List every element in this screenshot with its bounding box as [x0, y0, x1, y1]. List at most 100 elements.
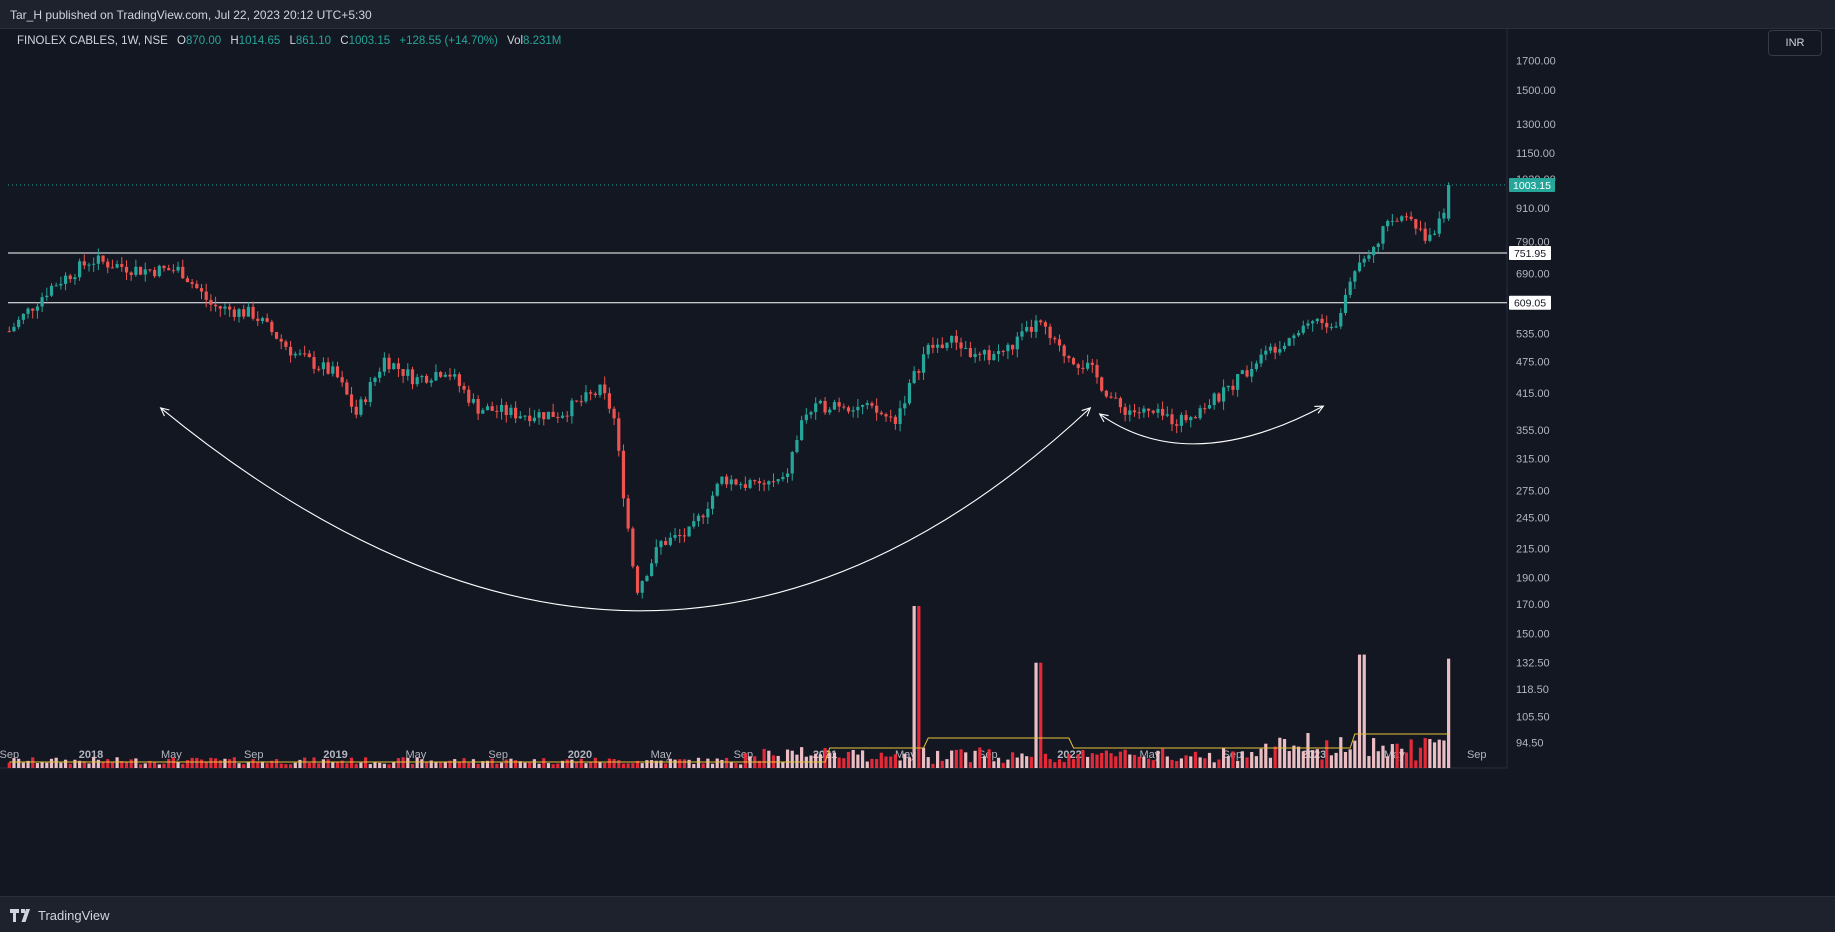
candle-body: [734, 479, 738, 485]
volume-bar: [1278, 737, 1282, 768]
candle-body: [190, 282, 194, 284]
volume-bar: [687, 759, 691, 768]
candle-body: [204, 291, 208, 300]
candle-body: [1100, 377, 1104, 391]
candle-body: [410, 369, 415, 385]
candle-body: [1071, 358, 1076, 365]
candle-body: [63, 275, 68, 284]
candle-body: [382, 357, 386, 372]
candle-body: [59, 283, 63, 286]
volume-bar: [537, 763, 541, 768]
volume-bar: [1282, 739, 1287, 768]
volume-bar: [1179, 758, 1183, 768]
candle-body: [1184, 414, 1188, 421]
time-tick-label: Sep: [488, 749, 508, 761]
volume-bar: [1104, 750, 1108, 768]
volume-bar: [870, 758, 874, 768]
volume-bar: [860, 750, 865, 768]
candle-body: [776, 479, 780, 482]
candle-body: [846, 407, 851, 412]
candle-body: [181, 266, 185, 279]
volume-bar: [889, 756, 893, 768]
volume-bar: [228, 759, 232, 768]
volume-bar: [298, 759, 302, 768]
volume-bar: [725, 757, 729, 768]
candle-body: [617, 418, 621, 451]
volume-bar: [1062, 762, 1066, 768]
volume-bar: [251, 759, 255, 768]
candle-body: [185, 278, 190, 283]
volume-bar: [148, 760, 152, 768]
volume-bar: [59, 762, 63, 768]
price-tick-label: 245.00: [1516, 513, 1550, 525]
candle-body: [926, 344, 930, 355]
candle-body: [823, 400, 827, 413]
candle-body: [96, 255, 100, 264]
currency-button[interactable]: INR: [1768, 30, 1822, 56]
volume-bar: [134, 758, 138, 768]
candle-body: [785, 473, 790, 477]
volume-bar: [1376, 751, 1380, 768]
volume-bar: [457, 762, 461, 768]
volume-bar: [73, 759, 77, 768]
volume-bar: [7, 762, 11, 768]
candle-body: [246, 306, 250, 317]
volume-bar: [153, 762, 157, 768]
volume-bar: [471, 759, 476, 768]
candle-body: [467, 389, 471, 403]
volume-bar: [893, 754, 897, 768]
volume-bar: [1071, 759, 1076, 768]
volume-value: 8.231M: [523, 35, 562, 47]
volume-bar: [223, 758, 227, 768]
volume-bar: [964, 752, 968, 768]
candle-body: [1301, 325, 1305, 333]
volume-bar: [312, 757, 316, 768]
candle-body: [935, 344, 940, 348]
price-chart[interactable]: 1700.001500.001300.001150.001030.00910.0…: [0, 28, 1835, 896]
volume-bar: [1409, 739, 1413, 768]
tradingview-brand[interactable]: TradingView: [10, 907, 110, 923]
volume-bar: [785, 749, 790, 768]
candle-body: [78, 261, 82, 278]
candle-body: [1418, 228, 1423, 230]
last-price-label: 1003.15: [1513, 180, 1551, 192]
candle-body: [635, 566, 640, 593]
candle-body: [757, 481, 762, 484]
candle-body: [40, 297, 44, 307]
candle-body: [1203, 408, 1207, 410]
candle-body: [471, 398, 476, 403]
candle-body: [92, 263, 96, 265]
candle-body: [476, 398, 480, 414]
candle-body: [1062, 345, 1066, 357]
candle-body: [1245, 370, 1249, 377]
candle-body: [1428, 234, 1432, 241]
candle-body: [528, 415, 532, 422]
volume-bar: [504, 759, 508, 768]
volume-bar: [190, 757, 194, 768]
candle-body: [898, 408, 902, 424]
volume-bar: [542, 758, 546, 768]
candle-body: [424, 375, 429, 383]
volume-bar: [260, 761, 265, 768]
candle-body: [293, 353, 297, 356]
volume-bar: [87, 763, 91, 768]
symbol-name[interactable]: FINOLEX CABLES, 1W, NSE: [17, 35, 168, 47]
price-tick-label: 94.50: [1516, 737, 1544, 749]
candle-body: [1240, 370, 1244, 374]
volume-bar: [364, 757, 368, 768]
tradingview-logo-icon: [10, 908, 30, 922]
time-tick-label: 2020: [568, 749, 592, 761]
volume-bar: [1301, 751, 1305, 768]
candle-body: [809, 412, 813, 415]
volume-bar: [499, 762, 504, 768]
candle-body: [903, 403, 907, 409]
candle-body: [574, 400, 579, 402]
volume-bar: [26, 760, 30, 768]
candle-body: [842, 406, 846, 408]
volume-bar: [556, 763, 560, 768]
volume-bar: [40, 762, 44, 768]
volume-bar: [382, 763, 386, 768]
candle-body: [1311, 321, 1315, 324]
candle-body: [199, 288, 204, 292]
candle-body: [1179, 414, 1183, 426]
